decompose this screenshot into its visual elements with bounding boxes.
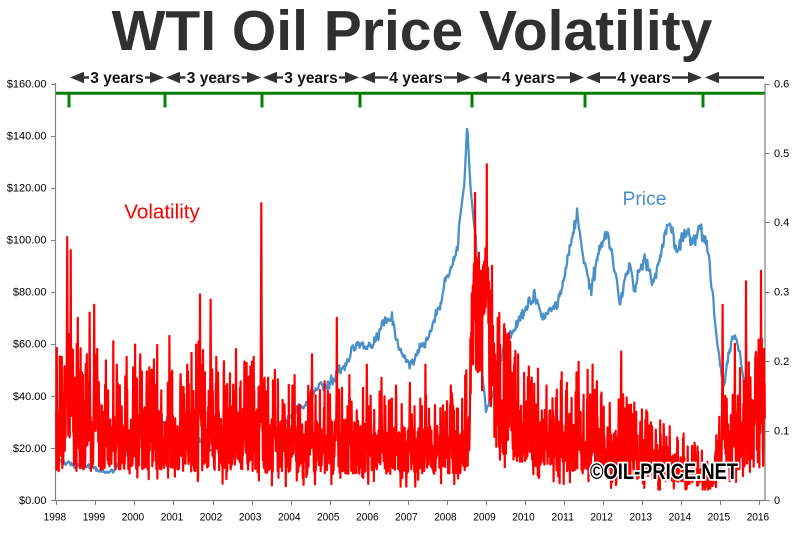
svg-text:1998: 1998 — [44, 512, 67, 524]
svg-text:$80.00: $80.00 — [13, 287, 47, 299]
svg-text:3 years: 3 years — [284, 70, 337, 87]
svg-text:2005: 2005 — [317, 512, 340, 524]
svg-text:3 years: 3 years — [187, 70, 240, 87]
svg-text:$0.00: $0.00 — [19, 495, 47, 507]
svg-text:2007: 2007 — [395, 512, 418, 524]
svg-text:$140.00: $140.00 — [7, 131, 47, 143]
svg-text:Volatility: Volatility — [124, 201, 200, 224]
svg-text:2001: 2001 — [161, 512, 184, 524]
svg-text:0.2: 0.2 — [774, 356, 789, 368]
svg-text:2013: 2013 — [630, 512, 653, 524]
svg-text:$100.00: $100.00 — [7, 235, 47, 247]
svg-text:$20.00: $20.00 — [13, 443, 47, 455]
svg-text:2011: 2011 — [551, 512, 574, 524]
svg-text:©OIL-PRICE.NET: ©OIL-PRICE.NET — [590, 459, 738, 484]
svg-text:2010: 2010 — [512, 512, 535, 524]
svg-text:1999: 1999 — [83, 512, 106, 524]
svg-text:2006: 2006 — [356, 512, 379, 524]
svg-text:2016: 2016 — [747, 512, 770, 524]
svg-text:2014: 2014 — [669, 512, 692, 524]
svg-text:2009: 2009 — [473, 512, 496, 524]
svg-text:0.5: 0.5 — [774, 148, 789, 160]
svg-text:2002: 2002 — [200, 512, 223, 524]
svg-text:$120.00: $120.00 — [7, 183, 47, 195]
svg-text:4 years: 4 years — [617, 70, 670, 87]
svg-text:2012: 2012 — [590, 512, 613, 524]
svg-text:2003: 2003 — [239, 512, 262, 524]
svg-text:0.6: 0.6 — [774, 78, 789, 90]
svg-text:4 years: 4 years — [502, 70, 555, 87]
svg-text:2004: 2004 — [278, 512, 301, 524]
svg-text:©OIL-PRICE.NET: ©OIL-PRICE.NET — [590, 459, 738, 484]
svg-text:4 years: 4 years — [389, 70, 442, 87]
svg-text:2008: 2008 — [434, 512, 457, 524]
svg-text:0.3: 0.3 — [774, 287, 789, 299]
svg-text:$60.00: $60.00 — [13, 339, 47, 351]
svg-text:0.4: 0.4 — [774, 217, 789, 229]
svg-text:0: 0 — [774, 495, 780, 507]
svg-text:2015: 2015 — [708, 512, 731, 524]
svg-text:$40.00: $40.00 — [13, 391, 47, 403]
svg-text:0.1: 0.1 — [774, 426, 789, 438]
svg-text:3 years: 3 years — [90, 70, 143, 87]
svg-text:2000: 2000 — [122, 512, 145, 524]
svg-text:$160.00: $160.00 — [7, 78, 47, 90]
svg-text:WTI Oil Price Volatility: WTI Oil Price Volatility — [112, 0, 713, 63]
svg-text:Price: Price — [623, 188, 667, 210]
